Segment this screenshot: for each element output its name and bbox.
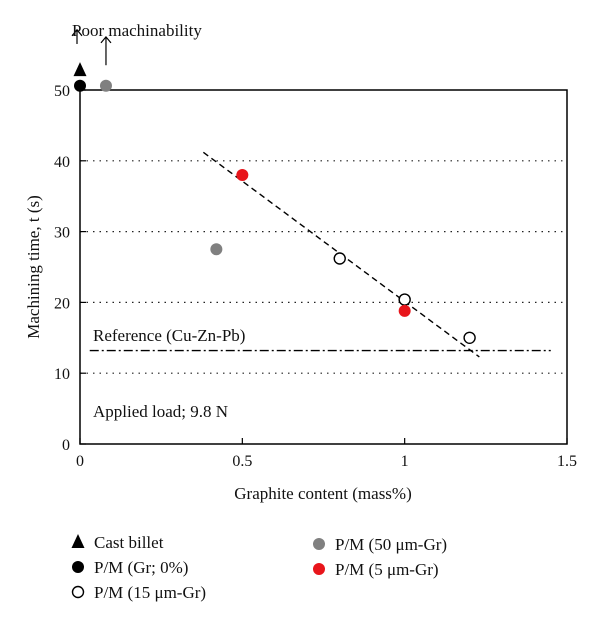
legend-marker-2 — [71, 585, 85, 599]
off-scale-arrow-head-3-0 — [100, 35, 112, 44]
legend-label-2: P/M (15 μm-Gr) — [94, 583, 206, 602]
data-point-series-3-0 — [99, 79, 112, 92]
x-tick-label-1: 1 — [401, 453, 409, 470]
legend-marker-4 — [313, 563, 325, 575]
x-axis-label: Graphite content (mass%) — [234, 484, 412, 503]
y-tick-label-10: 10 — [54, 366, 70, 383]
data-point-series-4-0 — [236, 168, 249, 181]
off-scale-arrow-head-1-0 — [71, 28, 83, 37]
legend-marker-0 — [71, 534, 85, 548]
data-point-series-2-2 — [463, 331, 476, 344]
y-tick-label-50: 50 — [54, 83, 70, 100]
legend-label-0: Cast billet — [94, 533, 164, 552]
data-point-series-3-1 — [210, 243, 223, 256]
data-point-series-2-0 — [333, 252, 346, 265]
data-point-series-4-1 — [398, 304, 411, 317]
applied-load-label: Applied load; 9.8 N — [93, 402, 228, 421]
x-tick-label-0: 0 — [76, 453, 84, 470]
y-tick-label-20: 20 — [54, 295, 70, 312]
legend: Cast billet P/M (Gr; 0%) P/M (15 μm-Gr) P/M… — [71, 533, 447, 602]
reference-label: Reference (Cu-Zn-Pb) — [93, 326, 245, 345]
y-axis-label: Machining time, t (s) — [24, 195, 43, 339]
legend-marker-1 — [72, 561, 84, 573]
x-tick-label-1.5: 1.5 — [557, 453, 577, 470]
legend-label-3: P/M (50 μm-Gr) — [335, 535, 447, 554]
y-tick-label-40: 40 — [54, 154, 70, 171]
legend-label-1: P/M (Gr; 0%) — [94, 558, 188, 577]
legend-marker-3 — [313, 538, 325, 550]
y-tick-label-0: 0 — [62, 437, 70, 454]
data-point-series-2-1 — [398, 293, 411, 306]
data-points — [73, 62, 476, 344]
x-tick-label-0.5: 0.5 — [232, 453, 252, 470]
poor-machinability-label: Poor machinability — [72, 21, 202, 40]
y-tick-label-30: 30 — [54, 225, 70, 242]
data-point-series-0-0 — [73, 62, 87, 77]
off-scale-arrows — [71, 28, 112, 66]
plot-area-frame — [79, 89, 568, 445]
data-point-series-1-0 — [74, 79, 86, 92]
legend-label-4: P/M (5 μm-Gr) — [335, 560, 439, 579]
